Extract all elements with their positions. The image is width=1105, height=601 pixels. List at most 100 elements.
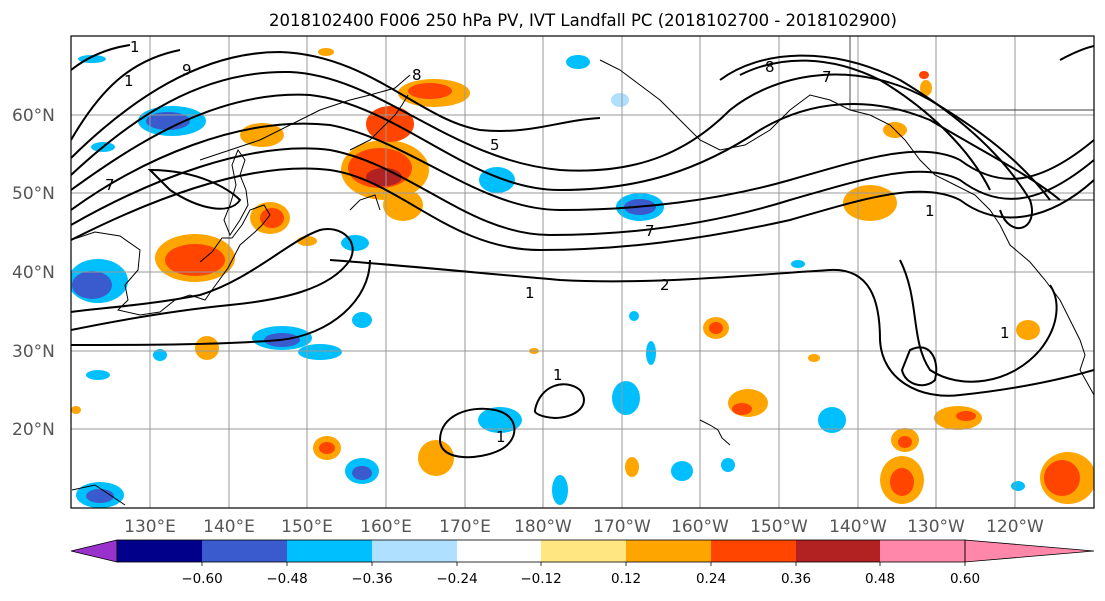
- kuril-islands: [349, 194, 381, 211]
- contour-label: 1: [525, 284, 535, 302]
- pv-positive-blob: [920, 80, 932, 96]
- pv-negative-blob: [818, 407, 846, 433]
- colorbar-ticks: [201, 562, 966, 566]
- contour-label: 1: [124, 72, 134, 90]
- lon-tick-label: 130°E: [124, 517, 176, 537]
- colorbar-tick-label: −0.36: [351, 571, 392, 587]
- pv-negative-blob: [629, 311, 639, 321]
- pv-positive-blob: [625, 457, 639, 477]
- colorbar-tick-label: −0.60: [181, 571, 222, 587]
- colorbar-tick-label: −0.24: [436, 571, 477, 587]
- pv-positive-blob: [195, 336, 219, 360]
- pv-positive-blob: [383, 189, 423, 221]
- contour-line: [71, 228, 354, 331]
- contour-labels: 1 1 1 1 1 1 1 2 5 7 7 7 8 8 9: [105, 38, 1010, 446]
- pv-positive-core: [1044, 460, 1080, 496]
- map-layer: 1 1 1 1 1 1 1 2 5 7 7 7 8 8 9: [71, 36, 1094, 508]
- pv-positive-core: [260, 208, 284, 228]
- philippines-coastline: [71, 484, 126, 506]
- colorbar-segment: [287, 540, 372, 562]
- pv-negative-blob: [566, 55, 590, 69]
- lon-tick-label: 150°W: [750, 517, 808, 537]
- contour-label: 8: [765, 58, 775, 76]
- contour-label: 8: [412, 66, 422, 84]
- contour-label: 7: [822, 68, 832, 86]
- lon-tick-label: 140°E: [203, 517, 255, 537]
- pv-positive-core: [919, 71, 929, 79]
- contour-label: 1: [1000, 324, 1010, 342]
- pv-negative-blob: [298, 344, 342, 360]
- north-america-coastline: [999, 224, 1094, 396]
- colorbar-tick-label: 0.12: [611, 571, 641, 587]
- pv-positive-blob: [418, 440, 454, 476]
- pv-negative-blob: [552, 475, 568, 505]
- lon-tick-label: 150°E: [281, 517, 333, 537]
- colorbar-segment: [541, 540, 626, 562]
- lon-tick-label: 130°W: [907, 517, 965, 537]
- lon-tick-label: 140°W: [829, 517, 887, 537]
- colorbar-segment: [372, 540, 457, 562]
- pv-negative-blob: [721, 458, 735, 472]
- colorbar-segment: [626, 540, 711, 562]
- contour-line: [438, 407, 516, 459]
- colorbar-extend-low: [70, 539, 118, 563]
- pv-positive-core: [319, 442, 335, 454]
- pv-positive-blob: [808, 354, 820, 362]
- contour-line: [147, 168, 242, 210]
- pv-positive-core: [898, 436, 912, 448]
- pv-negative-core: [352, 466, 372, 480]
- pv-negative-blob: [352, 312, 372, 328]
- pv-positive-core: [890, 468, 914, 496]
- colorbar-tick-label: 0.60: [950, 571, 980, 587]
- lat-tick-label: 50°N: [12, 184, 55, 204]
- hawaii-islands: [699, 419, 731, 446]
- colorbar-tick-label: −0.12: [520, 571, 561, 587]
- pv-positive-blob: [318, 48, 334, 56]
- asia-coastline: [71, 204, 271, 316]
- colorbar-segment: [711, 540, 796, 562]
- contour-label: 1: [553, 366, 563, 384]
- contour-line: [71, 259, 371, 346]
- colorbar-tick-label: −0.48: [266, 571, 307, 587]
- pv-negative-blob: [611, 93, 629, 107]
- figure-title: 2018102400 F006 250 hPa PV, IVT Landfall…: [269, 11, 897, 30]
- siberia-coastline: [199, 74, 411, 161]
- map-frame: [70, 35, 1095, 509]
- lon-tick-label: 180°W: [514, 517, 572, 537]
- colorbar-segment: [880, 540, 965, 562]
- pv-negative-blob: [791, 260, 805, 268]
- pv-negative-core: [146, 112, 190, 130]
- contour-line: [71, 50, 601, 159]
- pv-negative-blob: [612, 381, 640, 415]
- pv-positive-core: [165, 244, 225, 276]
- pv-positive-core: [732, 403, 752, 415]
- contour-line: [533, 383, 585, 420]
- contour-line: [71, 49, 181, 141]
- contour-label: 1: [130, 38, 140, 56]
- pv-negative-core: [72, 271, 112, 299]
- kamchatka-coastline: [349, 94, 409, 151]
- lon-tick-label: 160°E: [360, 517, 412, 537]
- colorbar-extend-high: [964, 539, 1095, 563]
- colorbar-segment: [202, 540, 287, 562]
- colorbar-tick-label: 0.48: [865, 571, 895, 587]
- pv-negative-core: [86, 489, 114, 503]
- graticule: [71, 36, 1094, 508]
- lon-tick-label: 120°W: [986, 517, 1044, 537]
- pv-positive-blob: [1016, 320, 1040, 340]
- pv-negative-blob: [153, 349, 167, 361]
- pv-positive-blob: [71, 406, 81, 414]
- contour-line: [71, 167, 1094, 252]
- contour-label: 7: [105, 176, 115, 194]
- colorbar-segment: [457, 540, 541, 562]
- contour-line: [899, 259, 1058, 383]
- colorbar-segment: [796, 540, 880, 562]
- lon-tick-label: 160°W: [671, 517, 729, 537]
- coastlines: [71, 36, 1094, 506]
- contour-label: 7: [645, 222, 655, 240]
- lat-tick-label: 40°N: [12, 263, 55, 283]
- contour-line: [900, 346, 938, 387]
- pv-shading: [71, 48, 1094, 508]
- contour-label: 2: [660, 276, 670, 294]
- lat-tick-label: 60°N: [12, 106, 55, 126]
